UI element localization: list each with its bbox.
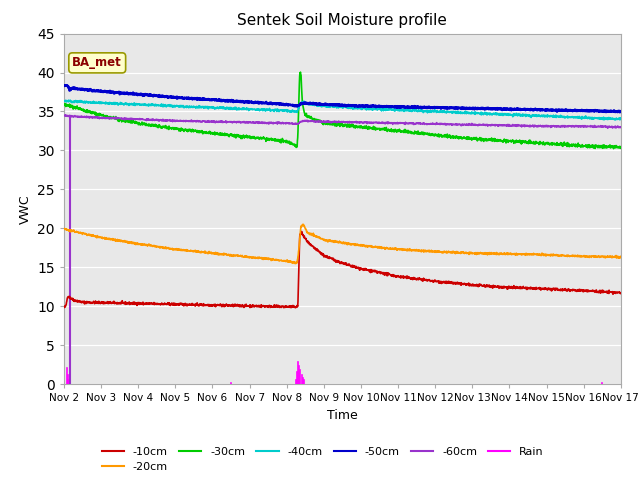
- Y-axis label: VWC: VWC: [19, 194, 32, 224]
- Text: BA_met: BA_met: [72, 56, 122, 70]
- X-axis label: Time: Time: [327, 408, 358, 421]
- Legend: -10cm, -20cm, -30cm, -40cm, -50cm, -60cm, Rain: -10cm, -20cm, -30cm, -40cm, -50cm, -60cm…: [97, 442, 548, 477]
- Title: Sentek Soil Moisture profile: Sentek Soil Moisture profile: [237, 13, 447, 28]
